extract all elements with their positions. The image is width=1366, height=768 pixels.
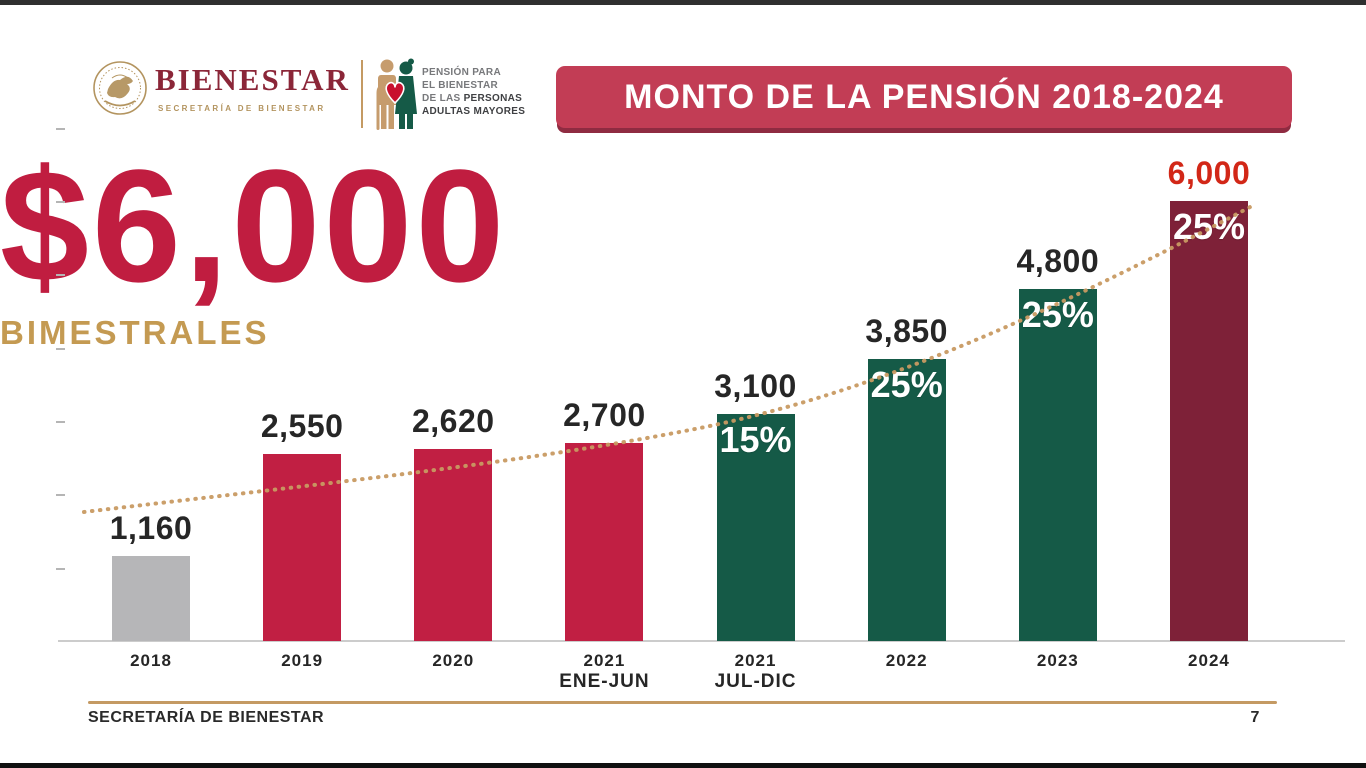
bar-value-label-2018: 1,160 — [109, 509, 193, 546]
header-divider — [361, 60, 363, 128]
x-axis-label-2022: 2022 — [885, 651, 928, 670]
bar-value-label-2019: 2,550 — [260, 408, 344, 444]
program-line-2: EL BIENESTAR — [422, 80, 499, 91]
y-axis-tick — [56, 347, 65, 350]
bar-value-label-2020: 2,620 — [411, 402, 495, 439]
y-axis-tick — [56, 421, 65, 423]
bar-value-label-2021-jul-dic: 3,100 — [714, 367, 797, 404]
x-axis-label-2023: 2023 — [1036, 651, 1079, 670]
bienestar-subtitle: SECRETARÍA DE BIENESTAR — [158, 104, 326, 113]
slide-title: MONTO DE LA PENSIÓN 2018-2024 — [624, 77, 1224, 116]
bar-pct-label-2021-jul-dic: 15% — [719, 418, 792, 460]
hero-unit: BIMESTRALES — [0, 314, 270, 351]
bottom-letterbox-strip — [0, 763, 1366, 768]
hero-amount: $6,000 — [0, 136, 508, 315]
bar-pct-label-2024: 25% — [1172, 206, 1245, 247]
program-title: PENSIÓN PARA EL BIENESTAR DE LAS PERSONA… — [422, 66, 552, 118]
page-number: 7 — [1250, 709, 1260, 726]
bar-2021-ene-jun — [565, 443, 644, 641]
footer-gold-rule — [88, 701, 1277, 704]
program-line-1: PENSIÓN PARA — [422, 67, 501, 78]
y-axis-tick — [56, 127, 65, 130]
bar-value-label-2022: 3,850 — [865, 312, 948, 349]
bar-2019 — [263, 454, 342, 641]
bar-2024 — [1169, 201, 1248, 641]
bar-2020 — [414, 448, 493, 641]
top-letterbox-strip — [0, 0, 1366, 5]
footer-secretaria-label: SECRETARÍA DE BIENESTAR — [88, 709, 325, 726]
x-axis-label-2019: 2019 — [281, 651, 324, 670]
bar-pct-label-2022: 25% — [870, 363, 943, 405]
y-axis-tick — [56, 201, 65, 203]
y-axis-tick — [56, 274, 65, 277]
y-axis-tick — [56, 567, 65, 570]
bar-2023 — [1018, 289, 1097, 641]
mexican-eagle-seal-icon — [92, 58, 148, 123]
elderly-couple-heart-icon — [372, 57, 418, 142]
x-axis-label-2024: 2024 — [1188, 651, 1230, 670]
title-banner: MONTO DE LA PENSIÓN 2018-2024 — [556, 66, 1292, 128]
bar-value-label-2023: 4,800 — [1016, 243, 1100, 279]
bar-2018 — [112, 555, 190, 641]
x-axis-label-2021-jul-dic: 2021 JUL-DIC — [714, 651, 797, 692]
x-axis-label-2018: 2018 — [130, 651, 172, 670]
bar-value-label-2021-ene-jun: 2,700 — [563, 397, 646, 433]
x-axis-baseline — [58, 640, 1345, 642]
x-axis-label-2021-ene-jun: 2021 ENE-JUN — [559, 651, 650, 692]
x-axis-label-2020: 2020 — [432, 651, 475, 670]
program-line-4: ADULTAS MAYORES — [422, 106, 526, 117]
bar-value-label-2024: 6,000 — [1167, 155, 1251, 191]
y-axis-tick — [56, 494, 65, 497]
bar-pct-label-2023: 25% — [1021, 294, 1094, 335]
program-line-3: DE LAS PERSONAS — [422, 93, 523, 104]
bienestar-wordmark: BIENESTAR — [155, 62, 350, 97]
